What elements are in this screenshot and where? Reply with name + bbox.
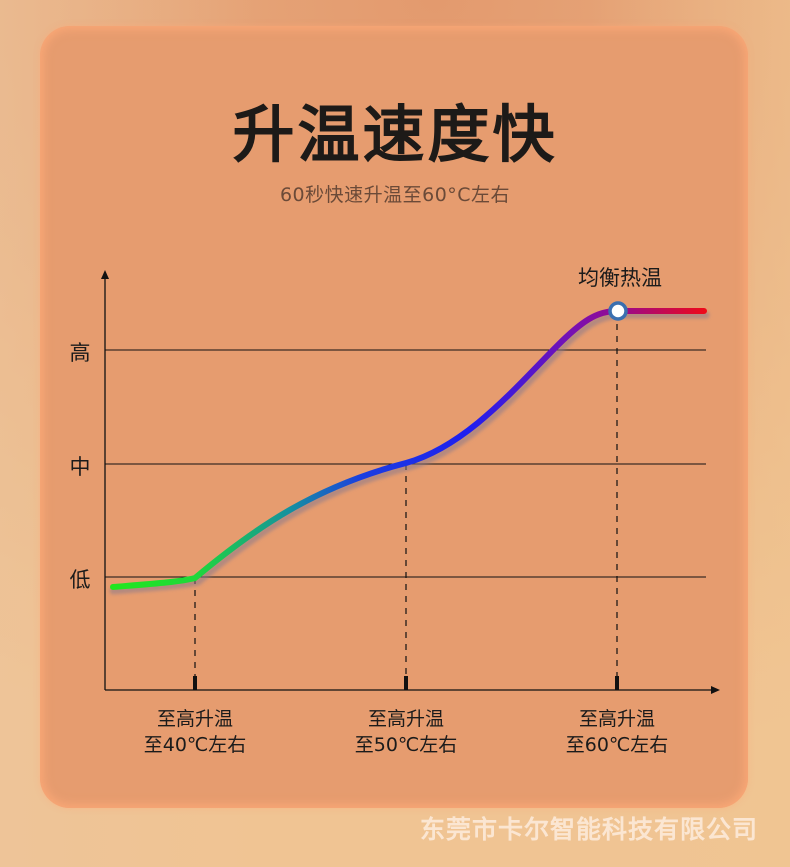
x-label-40-line1: 至高升温 bbox=[156, 708, 233, 730]
equilibrium-annotation: 均衡热温 bbox=[578, 266, 662, 290]
company-watermark: 东莞市卡尔智能科技有限公司 bbox=[419, 815, 758, 844]
y-axis-arrow-icon bbox=[101, 270, 109, 279]
y-label-high: 高 bbox=[69, 341, 91, 365]
page-title: 升温速度快 bbox=[232, 98, 558, 171]
x-label-40-line2: 至40℃左右 bbox=[143, 734, 247, 756]
x-axis-arrow-icon bbox=[711, 686, 720, 694]
x-tick-50 bbox=[404, 676, 408, 690]
x-tick-40 bbox=[193, 676, 197, 690]
page-subtitle: 60秒快速升温至60°C左右 bbox=[279, 184, 511, 206]
curve-shadow bbox=[109, 311, 710, 595]
chart-card bbox=[40, 26, 748, 808]
x-label-50: 至高升温 至50℃左右 bbox=[336, 706, 476, 758]
x-label-60: 至高升温 至60℃左右 bbox=[547, 706, 687, 758]
x-label-40: 至高升温 至40℃左右 bbox=[125, 706, 265, 758]
y-label-mid: 中 bbox=[69, 455, 91, 479]
x-label-60-line1: 至高升温 bbox=[578, 708, 655, 730]
equilibrium-marker-icon bbox=[608, 301, 628, 321]
x-label-60-line2: 至60℃左右 bbox=[565, 734, 669, 756]
x-label-50-line1: 至高升温 bbox=[367, 708, 444, 730]
heating-curve bbox=[110, 308, 707, 590]
x-tick-60 bbox=[615, 676, 619, 690]
x-label-50-line2: 至50℃左右 bbox=[354, 734, 458, 756]
y-label-low: 低 bbox=[69, 568, 91, 592]
